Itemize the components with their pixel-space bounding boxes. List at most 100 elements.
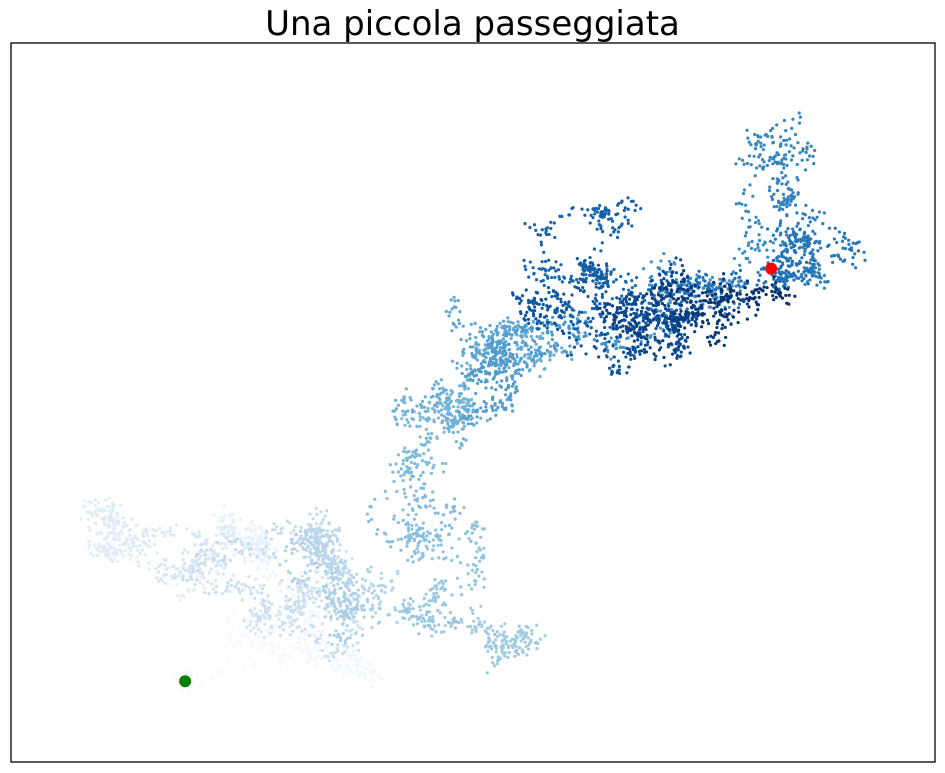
walk-point bbox=[744, 256, 748, 260]
walk-point bbox=[300, 649, 304, 653]
walk-point bbox=[215, 569, 219, 573]
walk-point bbox=[406, 558, 410, 562]
walk-point bbox=[263, 539, 267, 543]
walk-point bbox=[538, 357, 542, 361]
walk-point bbox=[487, 337, 491, 342]
walk-point bbox=[734, 271, 738, 275]
walk-point bbox=[595, 299, 599, 303]
walk-point bbox=[681, 316, 685, 320]
walk-point bbox=[345, 637, 350, 641]
walk-point bbox=[267, 555, 272, 559]
walk-point bbox=[408, 477, 413, 481]
walk-point bbox=[280, 623, 284, 627]
walk-point bbox=[379, 583, 383, 587]
walk-point bbox=[341, 580, 345, 585]
walk-point bbox=[308, 541, 312, 545]
walk-point bbox=[87, 539, 91, 543]
walk-point bbox=[324, 584, 328, 588]
walk-point bbox=[547, 232, 551, 237]
walk-point bbox=[285, 664, 289, 668]
walk-point bbox=[652, 352, 656, 356]
walk-point bbox=[392, 479, 396, 484]
walk-point bbox=[420, 459, 425, 463]
walk-point bbox=[513, 371, 518, 375]
walk-point bbox=[409, 485, 413, 489]
walk-point bbox=[436, 594, 441, 599]
walk-point bbox=[494, 408, 498, 412]
walk-point bbox=[421, 470, 425, 475]
walk-point bbox=[251, 613, 255, 617]
walk-point bbox=[813, 259, 817, 263]
walk-point bbox=[302, 555, 306, 559]
walk-point bbox=[519, 345, 523, 350]
walk-point bbox=[348, 593, 353, 597]
walk-point bbox=[359, 665, 363, 669]
walk-point bbox=[301, 585, 306, 589]
walk-point bbox=[502, 370, 506, 374]
walk-point bbox=[779, 135, 783, 139]
walk-point bbox=[237, 623, 241, 627]
walk-point bbox=[427, 540, 431, 544]
walk-point bbox=[744, 297, 748, 301]
walk-point bbox=[402, 449, 406, 454]
walk-point bbox=[174, 523, 179, 527]
walk-point bbox=[707, 301, 711, 305]
walk-point bbox=[402, 473, 406, 477]
walk-point bbox=[426, 623, 430, 627]
walk-point bbox=[567, 300, 571, 304]
walk-point bbox=[796, 269, 801, 273]
walk-point bbox=[507, 366, 511, 370]
walk-point bbox=[788, 137, 792, 141]
walk-point bbox=[473, 582, 477, 587]
walk-point bbox=[818, 274, 822, 278]
walk-point bbox=[788, 203, 792, 207]
walk-point bbox=[136, 537, 140, 541]
walk-point bbox=[216, 572, 220, 576]
walk-point bbox=[289, 644, 293, 648]
walk-point bbox=[215, 554, 220, 558]
walk-point bbox=[570, 357, 574, 361]
walk-point bbox=[410, 527, 414, 531]
walk-point bbox=[180, 687, 184, 691]
walk-point bbox=[482, 546, 486, 550]
walk-point bbox=[431, 548, 435, 552]
walk-point bbox=[219, 564, 223, 568]
walk-point bbox=[796, 141, 800, 145]
walk-point bbox=[225, 536, 229, 540]
walk-point bbox=[709, 289, 713, 293]
walk-point bbox=[633, 284, 637, 288]
walk-point bbox=[308, 555, 312, 559]
walk-point bbox=[561, 331, 566, 336]
walk-point bbox=[527, 321, 531, 325]
walk-point bbox=[462, 400, 466, 404]
walk-point bbox=[211, 549, 215, 553]
walk-point bbox=[417, 632, 421, 636]
walk-point bbox=[236, 587, 240, 591]
walk-point bbox=[311, 596, 316, 600]
walk-point bbox=[277, 609, 281, 613]
walk-point bbox=[193, 543, 197, 548]
walk-point bbox=[336, 597, 341, 601]
walk-point bbox=[372, 596, 376, 600]
walk-point bbox=[314, 625, 318, 630]
walk-point bbox=[297, 585, 302, 590]
walk-point bbox=[457, 410, 461, 415]
walk-point bbox=[523, 640, 527, 644]
walk-point bbox=[110, 530, 114, 534]
walk-point bbox=[849, 246, 854, 250]
walk-point bbox=[489, 341, 493, 345]
walk-point bbox=[625, 302, 630, 306]
walk-point bbox=[314, 597, 318, 601]
walk-point bbox=[523, 222, 527, 226]
walk-point bbox=[753, 288, 757, 292]
walk-point bbox=[516, 652, 520, 657]
walk-point bbox=[620, 294, 624, 298]
walk-point bbox=[488, 324, 492, 328]
walk-point bbox=[308, 596, 312, 601]
walk-point bbox=[424, 602, 428, 606]
walk-point bbox=[336, 643, 340, 647]
walk-point bbox=[162, 572, 166, 577]
walk-point bbox=[406, 538, 411, 542]
walk-point bbox=[806, 223, 810, 228]
walk-point bbox=[312, 600, 316, 605]
